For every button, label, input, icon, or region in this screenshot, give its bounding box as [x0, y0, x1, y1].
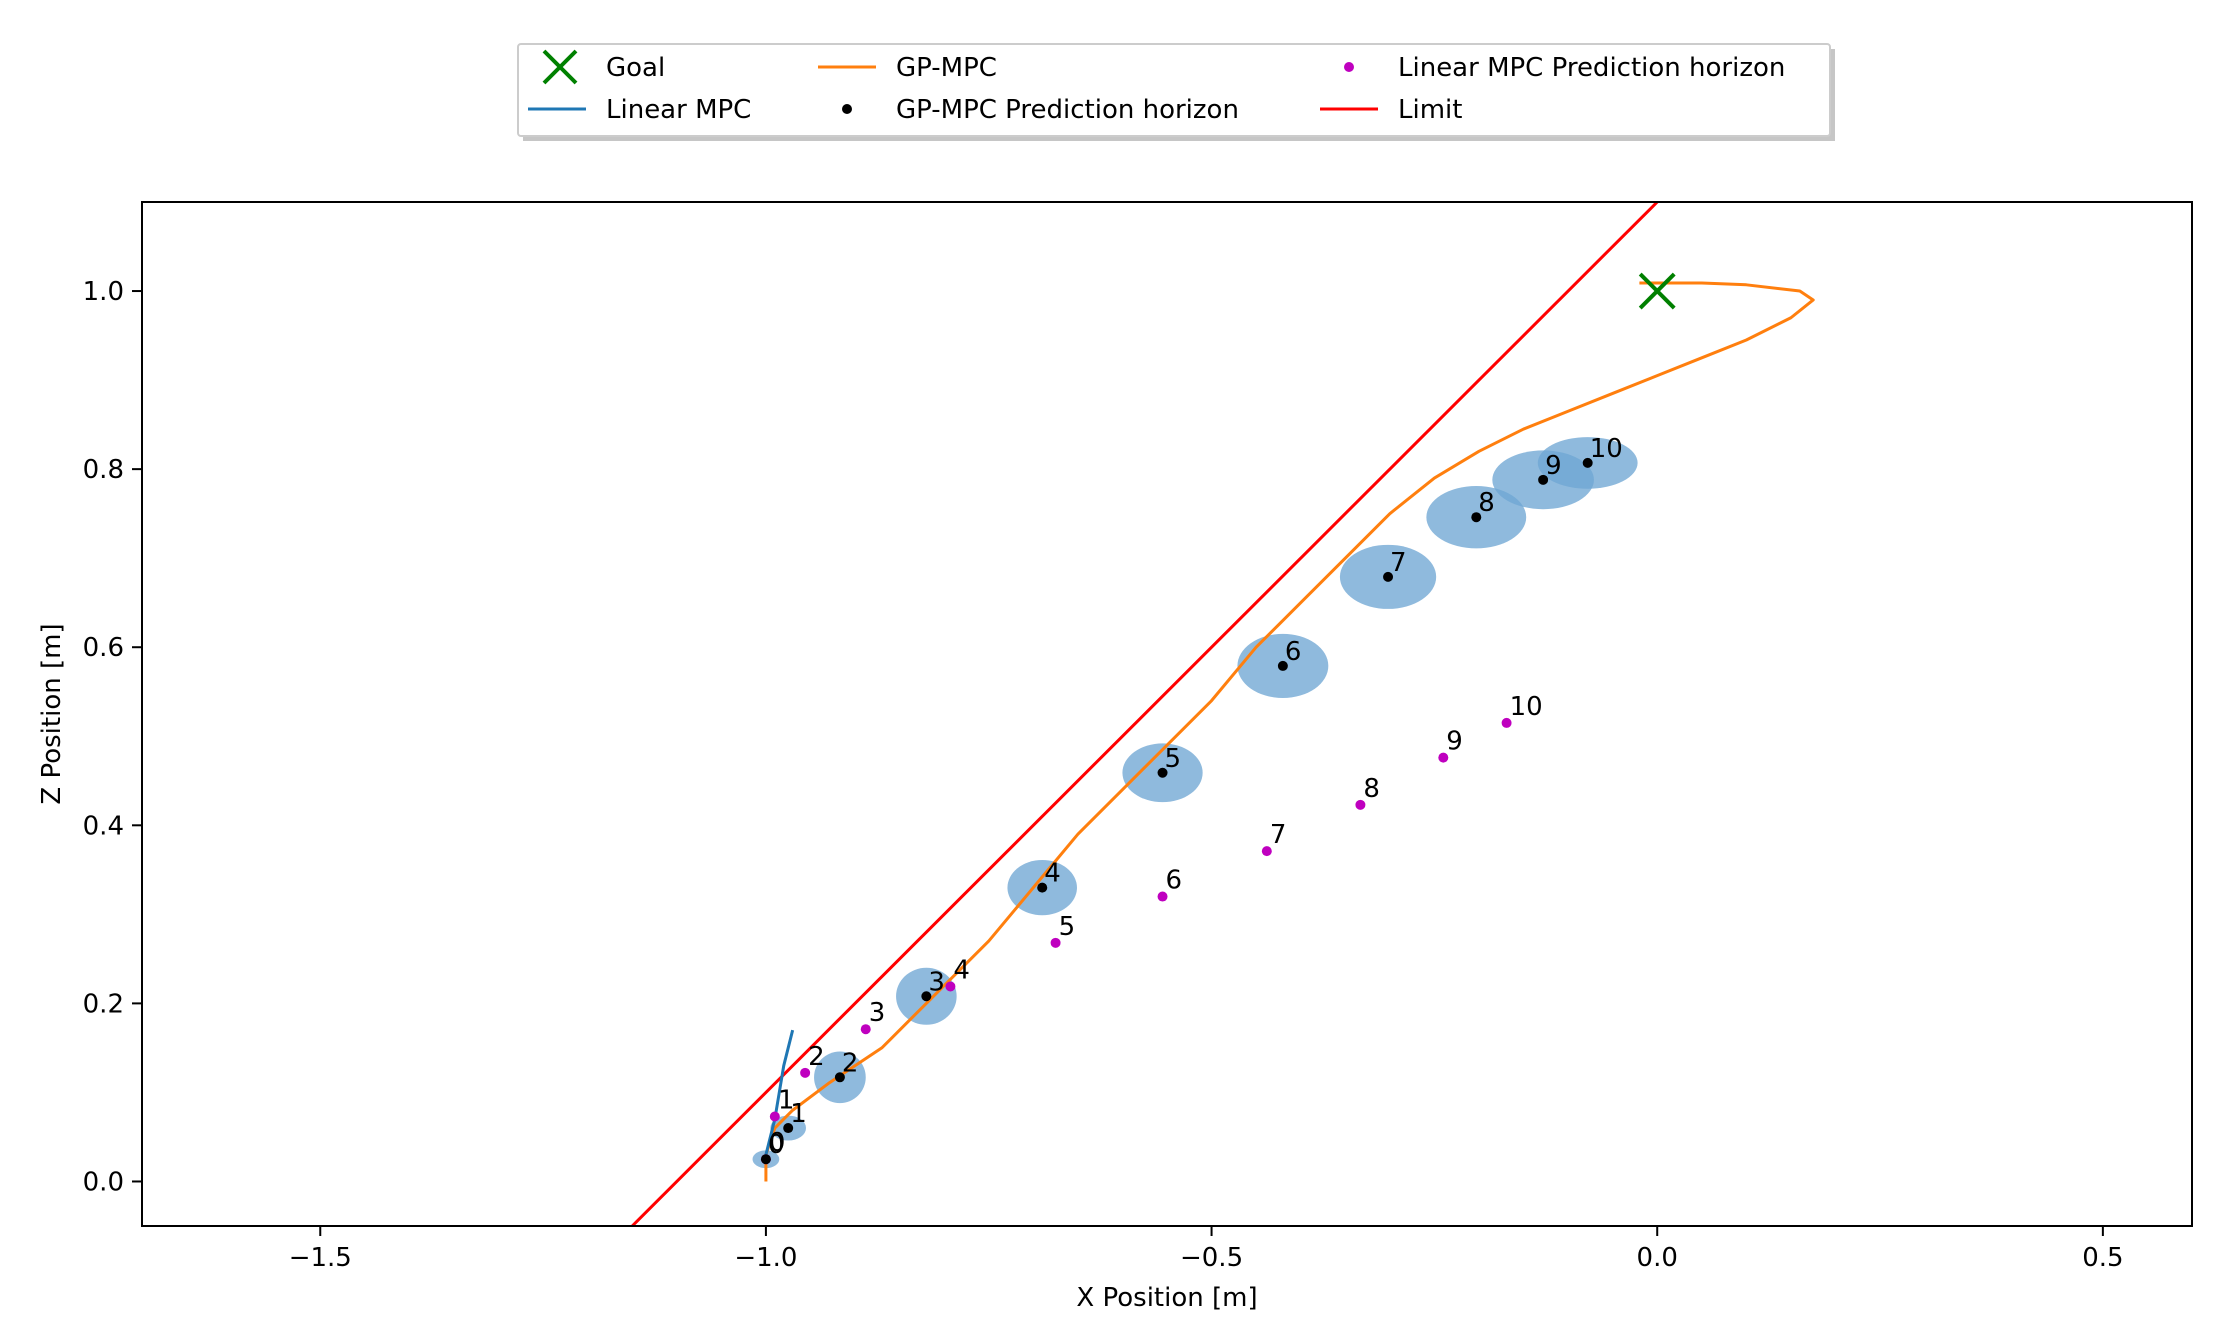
gp-horizon-label: 4: [1044, 859, 1061, 889]
goal-x-stroke: [1638, 272, 1676, 310]
y-tick-label: 0.2: [83, 989, 124, 1019]
y-tick-label: 0.6: [83, 633, 124, 663]
gp-horizon-point: [1277, 660, 1288, 671]
y-tick-label: 1.0: [83, 277, 124, 307]
legend-goal-icon: [542, 49, 578, 85]
linear-horizon-point: [1157, 891, 1168, 902]
legend-entry: GP-MPC Prediction horizon: [842, 95, 1239, 125]
linear-horizon-label: 0: [769, 1128, 786, 1158]
linear-horizon-point: [1261, 846, 1272, 857]
legend-label: Goal: [606, 53, 665, 83]
linear-mpc-line: [764, 1029, 795, 1156]
linear-horizon-point: [1050, 937, 1061, 948]
x-tick-label: −0.5: [1180, 1243, 1243, 1273]
linear-horizon-label: 5: [1059, 912, 1076, 942]
gp-horizon-point: [1383, 571, 1394, 582]
linear-horizon-label: 2: [808, 1042, 825, 1072]
linear-horizon-point: [800, 1067, 811, 1078]
gp-horizon-label: 9: [1545, 451, 1562, 481]
legend-entry: GP-MPC: [818, 53, 997, 83]
legend-label: GP-MPC Prediction horizon: [896, 95, 1239, 125]
gp-horizon-label: 6: [1285, 637, 1302, 667]
linear-horizon-point: [945, 981, 956, 992]
linear-horizon-point: [1501, 717, 1512, 728]
x-tick-label: −1.5: [289, 1243, 352, 1273]
legend-entry: Limit: [1320, 95, 1462, 125]
linear-horizon-point: [1355, 799, 1366, 810]
gp-horizon-point: [921, 991, 932, 1002]
linear-horizon-point: [860, 1024, 871, 1035]
legend-dot-icon: [1344, 62, 1354, 72]
x-tick-label: 0.5: [2082, 1243, 2123, 1273]
legend-entry: Linear MPC Prediction horizon: [1344, 53, 1785, 83]
x-axis-label: X Position [m]: [1076, 1283, 1257, 1313]
y-tick-label: 0.8: [83, 455, 124, 485]
linear-horizon-label: 6: [1166, 866, 1183, 896]
gp-horizon-point: [1538, 474, 1549, 485]
legend-dot-icon: [842, 104, 852, 114]
gp-horizon-point: [1471, 512, 1482, 523]
gp-horizon-label: 8: [1478, 488, 1495, 518]
goal-marker: [1638, 272, 1676, 310]
gp-horizon-label: 5: [1165, 744, 1182, 774]
linear-horizon-label: 9: [1446, 727, 1463, 757]
gp-horizon-label: 2: [842, 1048, 859, 1078]
legend-label: Linear MPC: [606, 95, 751, 125]
plot-frame: [141, 201, 2193, 1227]
x-axis: −1.5 −1.0 −0.5 0.0 0.5: [289, 1226, 2124, 1273]
y-axis-label: Z Position [m]: [37, 623, 67, 804]
gp-mpc-line: [764, 281, 1815, 1182]
gp-horizon-point: [1582, 457, 1593, 468]
linear-horizon-label: 10: [1510, 692, 1543, 722]
legend-label: Linear MPC Prediction horizon: [1398, 53, 1785, 83]
legend-label: GP-MPC: [896, 53, 997, 83]
linear-horizon-point: [1438, 752, 1449, 763]
legend-entry: Linear MPC: [528, 95, 751, 125]
gp-horizon-point: [783, 1123, 794, 1134]
gp-horizon-point: [834, 1072, 845, 1083]
linear-horizon-label: 8: [1363, 774, 1380, 804]
gp-horizon-point: [1037, 882, 1048, 893]
linear-horizon-label: 4: [953, 955, 970, 985]
y-axis: 0.0 0.2 0.4 0.6 0.8 1.0: [83, 277, 142, 1197]
gp-horizon-label: 0: [768, 1130, 785, 1160]
gp-horizon-point: [1157, 767, 1168, 778]
gp-horizon-label: 10: [1590, 434, 1623, 464]
y-tick-label: 0.0: [83, 1167, 124, 1197]
linear-horizon-label: 3: [869, 998, 886, 1028]
linear-horizon-label: 1: [778, 1085, 795, 1115]
y-tick-label: 0.4: [83, 811, 124, 841]
legend: Goal Linear MPC GP-MPC GP-MPC Prediction ho…: [517, 43, 1835, 141]
linear-horizon-point: [769, 1111, 780, 1122]
gp-horizon-point: [760, 1154, 771, 1165]
linear-horizon-label: 7: [1270, 820, 1287, 850]
limit-line: [631, 202, 1659, 1226]
legend-entry: Goal: [542, 49, 665, 85]
gp-horizon-label: 7: [1390, 548, 1407, 578]
x-tick-label: 0.0: [1637, 1243, 1678, 1273]
x-tick-label: −1.0: [734, 1243, 797, 1273]
gp-horizon-label: 3: [928, 967, 945, 997]
gp-horizon-label: 1: [790, 1099, 807, 1129]
legend-label: Limit: [1398, 95, 1462, 125]
